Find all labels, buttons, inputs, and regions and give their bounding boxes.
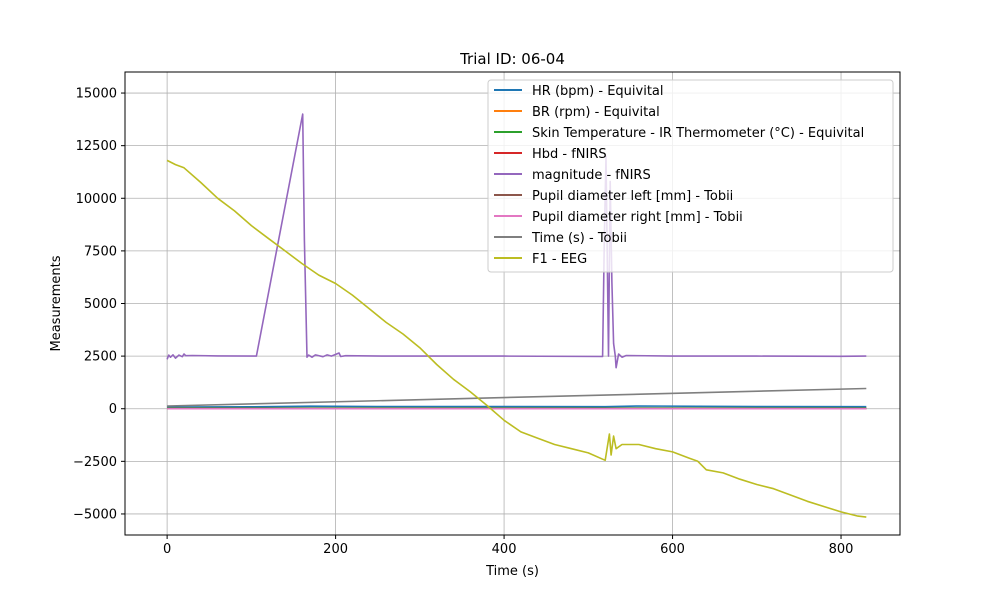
legend-label: Skin Temperature - IR Thermometer (°C) -… xyxy=(532,126,864,141)
legend-label: Hbd - fNIRS xyxy=(532,147,607,162)
y-tick-label: 0 xyxy=(109,402,117,417)
legend-box xyxy=(487,79,894,273)
y-axis-label: Measurements xyxy=(49,255,64,351)
x-tick-label: 400 xyxy=(492,542,517,557)
series-line-7 xyxy=(167,387,867,407)
series-layer xyxy=(166,113,867,518)
y-tick-label: 15000 xyxy=(76,87,117,102)
x-tick-label: 800 xyxy=(829,542,854,557)
x-tick-label: 600 xyxy=(660,542,685,557)
legend-label: Pupil diameter left [mm] - Tobii xyxy=(532,189,733,204)
legend-label: HR (bpm) - Equivital xyxy=(532,84,664,99)
chart-title: Trial ID: 06-04 xyxy=(459,50,565,68)
legend-label: Pupil diameter right [mm] - Tobii xyxy=(532,210,743,225)
legend-label: F1 - EEG xyxy=(532,252,587,267)
series-line-8 xyxy=(166,159,867,518)
y-tick-label: −5000 xyxy=(73,507,117,522)
y-tick-label: 5000 xyxy=(84,297,117,312)
axis-ticks: 0 200 400 600 800 −5000 −2500 0 2500 5000 7500 1000… xyxy=(73,87,853,557)
y-tick-label: 2500 xyxy=(84,350,117,365)
y-tick-label: −2500 xyxy=(73,455,117,470)
x-tick-label: 0 xyxy=(163,542,171,557)
x-axis-label: Time (s) xyxy=(485,564,539,579)
x-tick-label: 200 xyxy=(323,542,348,557)
y-tick-label: 10000 xyxy=(76,192,117,207)
series-line-4 xyxy=(166,113,867,369)
legend-label: magnitude - fNIRS xyxy=(532,168,651,183)
series-line-0 xyxy=(167,405,867,408)
y-tick-label: 7500 xyxy=(84,244,117,259)
y-tick-label: 12500 xyxy=(76,139,117,154)
legend-label: Time (s) - Tobii xyxy=(531,231,627,246)
legend: HR (bpm) - Equivital BR (rpm) - Equivital… xyxy=(487,79,894,273)
legend-label: BR (rpm) - Equivital xyxy=(532,105,660,120)
